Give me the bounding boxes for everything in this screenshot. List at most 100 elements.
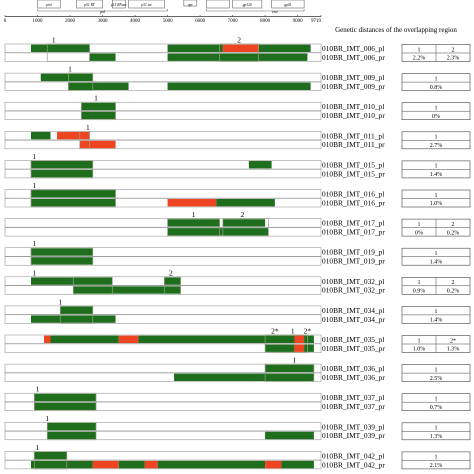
distance-id: 2* [450, 338, 456, 344]
axis-tick-label: 9719 [311, 19, 322, 24]
axis-tick-label: 5000 [163, 19, 174, 24]
overlap-box [222, 218, 269, 237]
pl-track [4, 43, 322, 53]
pl-segment [34, 393, 97, 402]
pr-track [4, 227, 322, 237]
pl-segment [31, 277, 113, 285]
pl-track [4, 305, 322, 315]
pr-segment [167, 53, 308, 61]
distance-value: 0.9% [413, 289, 426, 295]
pl-name: 010BR_IMT_009_pl [322, 73, 384, 82]
distance-id: 1 [418, 47, 421, 53]
distance-id: 2 [452, 280, 455, 286]
pl-track [4, 218, 322, 228]
pl-name: 010BR_IMT_042_pl [322, 451, 384, 460]
distance-id: 1 [435, 135, 438, 141]
pr-segment [265, 344, 295, 352]
distance-value: 1.3% [447, 347, 460, 353]
pr-name: 010BR_IMT_009_pr [322, 82, 385, 91]
pl-track [4, 451, 322, 461]
distance-id: 1 [435, 76, 438, 82]
pr-segment [174, 373, 314, 381]
pl-track [4, 131, 322, 141]
label-rt: p51 RT [83, 3, 95, 7]
distance-id: 1 [435, 309, 438, 315]
distance-value: 1.4% [430, 259, 443, 265]
overlap-marker: 1 [86, 123, 90, 132]
pl-segment [31, 161, 93, 169]
distance-value: 0.8% [430, 85, 443, 91]
label-gp120: gp120 [243, 3, 252, 7]
pl-segment [31, 131, 51, 140]
distance-id: 1 [418, 280, 421, 286]
pr-name: 010BR_IMT_016_pr [322, 198, 385, 207]
overlap-box [79, 130, 90, 150]
overlap-marker: 1 [32, 152, 36, 161]
pr-track [4, 314, 322, 324]
distance-value: 1.0% [413, 347, 426, 353]
gp120-box [232, 0, 263, 9]
pl-segment [265, 364, 314, 373]
genome-map: prot p51 RT p15 RNase p31 int vpr gp120 gp41 po… [4, 0, 322, 24]
vpr-box [183, 0, 198, 7]
pr-segment [304, 344, 314, 352]
label-gp41: gp41 [284, 3, 291, 7]
distance-id: 1 [435, 106, 438, 112]
label-int: p31 int [140, 3, 152, 7]
pr-track [4, 81, 322, 91]
pl-track [4, 422, 322, 432]
distance-id: 1 [418, 338, 421, 344]
pr-name: 010BR_IMT_035_pr [322, 344, 385, 353]
pr-segment [31, 257, 93, 265]
pr-segment [118, 460, 145, 469]
overlap-box [30, 247, 94, 266]
pr-segment [34, 402, 97, 411]
distance-value: 2.2% [413, 56, 426, 62]
distance-value: 1.4% [430, 318, 443, 324]
axis-tick-label: 3000 [98, 19, 109, 24]
distance-id: 1 [435, 455, 438, 461]
pl-name: 010BR_IMT_019_pl [322, 248, 384, 257]
overlap-marker: 1 [94, 94, 98, 103]
overlap-box [30, 189, 116, 208]
pr-segment [294, 344, 305, 352]
pr-name: 010BR_IMT_042_pr [322, 460, 385, 469]
pr-name: 010BR_IMT_011_pr [322, 140, 385, 149]
pl-name: 010BR_IMT_015_pl [322, 160, 384, 169]
pl-name: 010BR_IMT_032_pl [322, 277, 384, 286]
axis-tick-label: 7000 [228, 19, 239, 24]
pl-segment [50, 335, 119, 343]
pl-name: 010BR_IMT_011_pl [322, 131, 384, 140]
pr-segment [167, 228, 223, 236]
pr-segment [79, 140, 116, 149]
distance-value: 0.2% [447, 230, 460, 236]
pr-segment [68, 82, 129, 90]
pr-track [4, 52, 322, 62]
distance-value: 2.1% [430, 463, 443, 469]
pr-segment [216, 199, 275, 207]
distance-id: 2 [452, 222, 455, 228]
pl-segment [40, 73, 93, 82]
pl-name: 010BR_IMT_039_pl [322, 422, 384, 431]
distance-id: 1 [435, 193, 438, 199]
pl-segment [294, 335, 305, 343]
pl-track [4, 160, 322, 170]
pl-name: 010BR_IMT_036_pl [322, 364, 384, 373]
pl-name: 010BR_IMT_010_pl [322, 102, 384, 111]
pr-segment [265, 460, 282, 469]
overlap-marker: 2 [169, 268, 173, 277]
distance-value: 1.3% [430, 434, 443, 440]
axis-tick-label: 2000 [65, 19, 76, 24]
rnase-box [111, 0, 126, 9]
pr-name: 010BR_IMT_015_pr [322, 169, 385, 178]
distance-value: 1.0% [430, 201, 443, 207]
pr-track [4, 110, 322, 120]
